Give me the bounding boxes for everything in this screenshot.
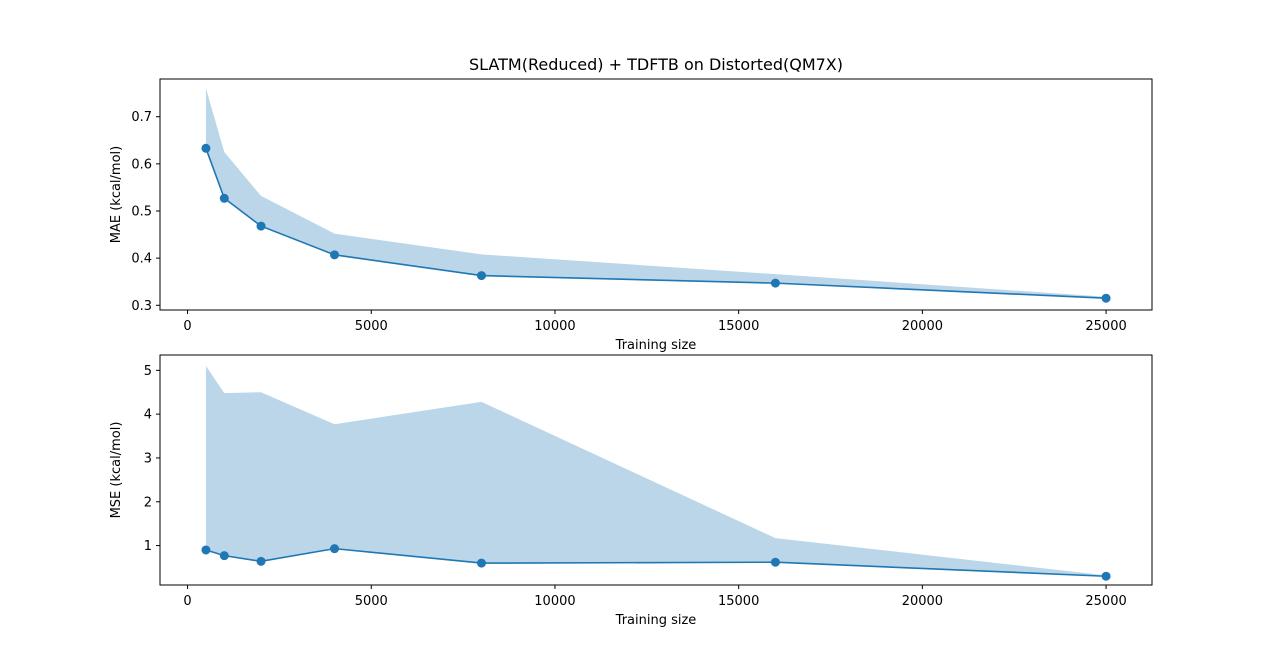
mae-point-1000 [219, 193, 229, 203]
mse-point-500 [201, 545, 211, 555]
mae-band [205, 88, 1107, 299]
mae-xtick-label-25000: 25000 [1085, 319, 1126, 334]
chart-title: SLATM(Reduced) + TDFTB on Distorted(QM7X… [469, 55, 843, 74]
mse-point-16000 [770, 557, 780, 567]
mae-xtick-label-10000: 10000 [534, 319, 575, 334]
mse-yaxis-label: MSE (kcal/mol) [109, 422, 124, 519]
mse-band [205, 365, 1107, 577]
mse-ytick-label-1: 2 [144, 495, 152, 510]
mae-point-2000 [256, 221, 266, 231]
mae-xtick-label-20000: 20000 [902, 319, 943, 334]
mae-xtick-label-15000: 15000 [718, 319, 759, 334]
mse-point-2000 [256, 556, 266, 566]
mse-xtick-label-0: 0 [183, 594, 191, 609]
mae-xtick-label-5000: 5000 [355, 319, 388, 334]
mae-ytick-label-0: 0.3 [131, 299, 152, 314]
mae-point-25000 [1101, 293, 1111, 303]
mse-xtick-label-5000: 5000 [355, 594, 388, 609]
mae-ytick-label-4: 0.7 [131, 110, 152, 125]
mae-axes-frame [159, 78, 1153, 311]
mae-xtick-label-0: 0 [183, 319, 191, 334]
mse-xtick-label-15000: 15000 [718, 594, 759, 609]
mae-point-500 [201, 143, 211, 153]
mae-ytick-label-1: 0.4 [131, 252, 152, 267]
mse-xtick-label-10000: 10000 [534, 594, 575, 609]
mse-xtick-label-25000: 25000 [1085, 594, 1126, 609]
mse-panel: 0 5000 10000 15000 20000 25000 1 2 3 4 5 Training s… [109, 354, 1153, 628]
mse-point-4000 [330, 544, 340, 554]
mse-point-1000 [219, 551, 229, 561]
mae-yaxis-label: MAE (kcal/mol) [109, 146, 124, 243]
mse-ytick-label-3: 4 [144, 408, 152, 423]
mse-axes-frame [159, 354, 1153, 586]
mse-point-25000 [1101, 571, 1111, 581]
mae-point-4000 [330, 250, 340, 260]
mae-panel: 0 5000 10000 15000 20000 25000 0.3 0.4 0.5 0.6 0.7… [109, 78, 1153, 353]
mae-ytick-label-2: 0.5 [131, 205, 152, 220]
mae-point-16000 [770, 278, 780, 288]
mse-xtick-label-20000: 20000 [902, 594, 943, 609]
mse-ytick-label-4: 5 [144, 364, 152, 379]
mse-ytick-label-2: 3 [144, 451, 152, 466]
mse-ytick-label-0: 1 [144, 539, 152, 554]
mae-point-8000 [476, 271, 486, 281]
mse-xaxis-label: Training size [615, 613, 697, 628]
mae-ytick-label-3: 0.6 [131, 157, 152, 172]
mse-point-8000 [476, 558, 486, 568]
mae-xaxis-label: Training size [615, 338, 697, 353]
